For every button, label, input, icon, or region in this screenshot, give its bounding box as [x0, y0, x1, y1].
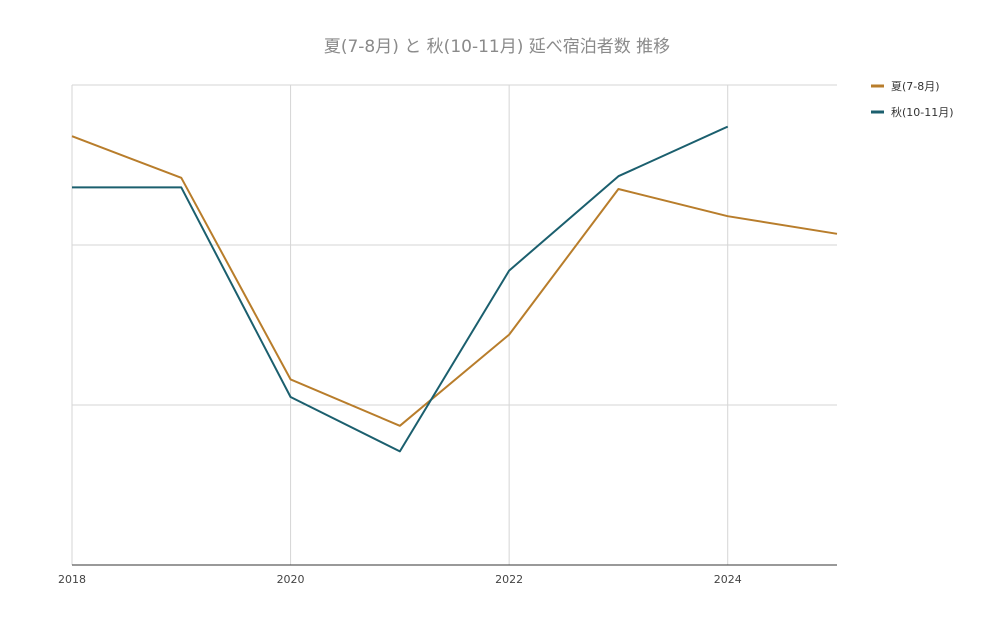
series-line-autumn: [72, 125, 729, 453]
x-tick-label: 2024: [714, 573, 742, 586]
legend-label: 秋(10-11月): [891, 105, 954, 119]
legend: 夏(7-8月) 秋(10-11月): [871, 80, 954, 119]
legend-label: 夏(7-8月): [891, 80, 940, 93]
x-tick-label: 2020: [277, 573, 305, 586]
x-tick-label: 2018: [58, 573, 86, 586]
x-tick-labels: 2018 2020 2022 2024: [58, 573, 742, 586]
axes: [71, 85, 837, 566]
x-tick-label: 2022: [495, 573, 523, 586]
gridlines: [72, 84, 837, 565]
series-lines: [71, 125, 838, 453]
series-line-summer: [71, 135, 838, 427]
chart-title: 夏(7-8月) と 秋(10-11月) 延べ宿泊者数 推移: [324, 37, 670, 57]
